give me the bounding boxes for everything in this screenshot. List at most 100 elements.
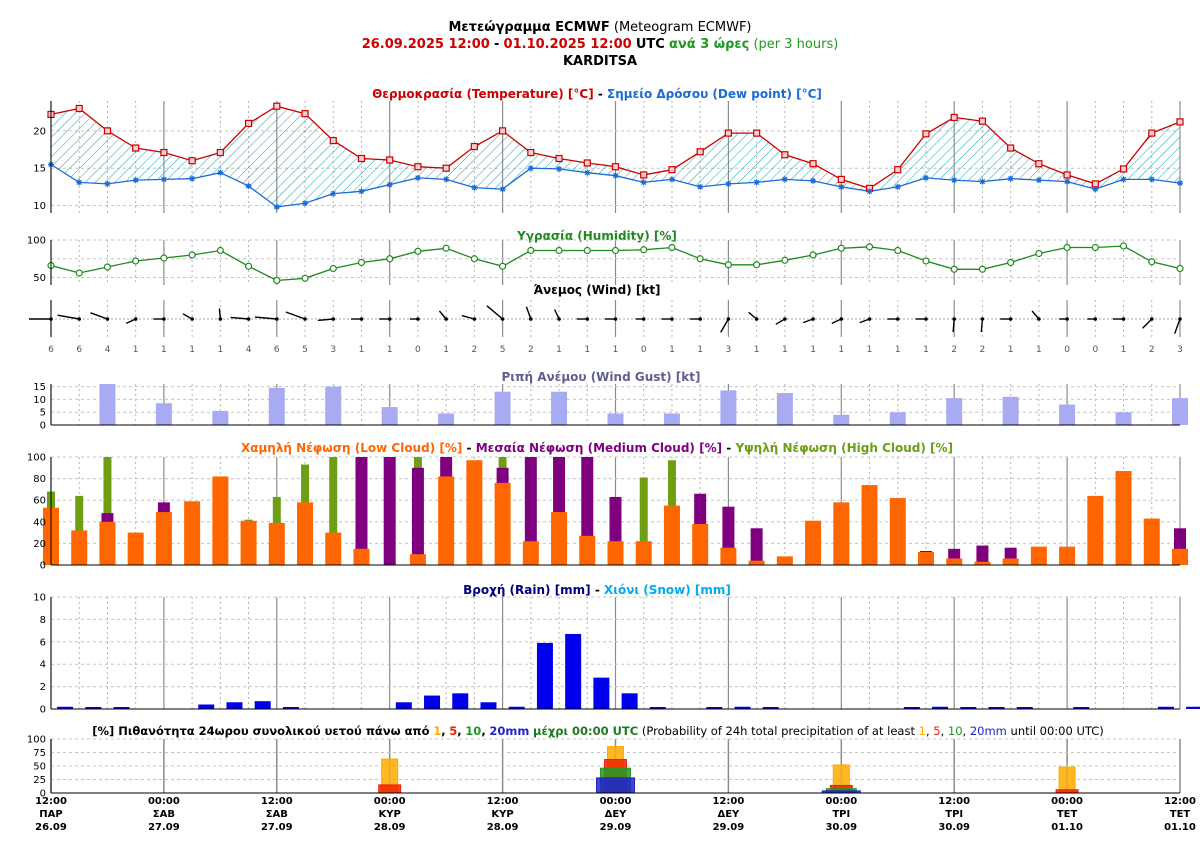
humidity-point — [301, 274, 309, 282]
dewpoint-point — [273, 204, 280, 211]
x-tick-date: 28.09 — [487, 822, 519, 833]
low-cloud-bar — [663, 505, 680, 565]
dewpoint-point — [866, 188, 873, 195]
gust-bar — [889, 412, 906, 425]
wind-speed-label: 2 — [528, 345, 534, 355]
dewpoint-point — [612, 172, 619, 179]
dewpoint-point — [781, 176, 788, 183]
x-tick-date: 01.10 — [1164, 822, 1196, 833]
rain-bar — [932, 706, 949, 709]
temperature-point — [978, 117, 987, 125]
wind-speed-label: 6 — [48, 345, 54, 355]
humidity-point — [668, 243, 676, 252]
humidity-title: Υγρασία (Humidity) [%] — [516, 229, 677, 243]
wind-speed-label: 1 — [613, 345, 619, 355]
wind-title: Άνεμος (Wind) [kt] — [533, 283, 660, 297]
rain-bar — [57, 706, 74, 709]
rain-bar — [508, 706, 525, 709]
temperature-dewpoint-band — [51, 106, 1180, 207]
temperature-point — [611, 163, 620, 171]
x-tick-date: 27.09 — [261, 822, 293, 833]
wind-speed-label: 1 — [895, 345, 901, 355]
temperature-point — [696, 148, 704, 156]
gust-bar — [833, 414, 850, 425]
dewpoint-point — [640, 179, 647, 186]
y-tick-label: 0 — [40, 561, 46, 572]
wind-speed-label: 1 — [1008, 345, 1014, 355]
humidity-point — [865, 243, 874, 251]
humidity-point — [273, 276, 281, 285]
low-cloud-bar — [155, 512, 172, 565]
wind-barb-dot — [1121, 317, 1126, 321]
x-tick-date: 27.09 — [148, 822, 180, 833]
y-tick-label: 10 — [33, 201, 46, 212]
temperature-point — [499, 127, 507, 135]
y-tick-label: 0 — [40, 789, 46, 800]
wind-barb-dot — [924, 317, 928, 321]
wind-barb-dot — [980, 317, 985, 321]
humidity-point — [611, 246, 620, 255]
low-cloud-bar — [748, 560, 765, 565]
y-tick-label: 20 — [33, 539, 46, 550]
wind-barb-dot — [133, 317, 138, 321]
y-tick-label: 80 — [33, 474, 46, 485]
rain-bar — [565, 633, 582, 709]
dewpoint-point — [527, 165, 534, 172]
wind-barb-dot — [500, 317, 505, 321]
rain-bar — [734, 706, 751, 709]
low-cloud-bar — [325, 532, 342, 565]
wind-speed-label: 6 — [76, 345, 82, 355]
wind-speed-label: 1 — [754, 345, 760, 355]
temperature-point — [244, 119, 253, 128]
wind-barb — [525, 306, 532, 320]
clouds-title: Χαμηλή Νέφωση (Low Cloud) [%] - Μεσαία Ν… — [241, 441, 953, 455]
temperature-point — [470, 142, 478, 151]
dewpoint-point — [245, 183, 252, 190]
dewpoint-point — [471, 184, 478, 191]
wind-speed-label: 1 — [1036, 345, 1042, 355]
x-tick-time: 00:00 — [374, 796, 406, 807]
x-tick-time: 00:00 — [600, 796, 632, 807]
dewpoint-point — [386, 181, 393, 188]
dewpoint-point — [584, 169, 591, 176]
x-tick-day: ΤΕΤ — [1170, 809, 1191, 820]
y-tick-label: 5 — [40, 408, 46, 419]
rain-bar — [960, 707, 977, 709]
temperature-point — [301, 110, 309, 118]
wind-barb-dot — [275, 317, 279, 321]
wind-speed-label: 6 — [274, 345, 280, 355]
wind-speed-label: 1 — [782, 345, 788, 355]
wind-barb-dot — [359, 317, 364, 321]
low-cloud-bar — [99, 521, 116, 565]
low-cloud-bar — [522, 541, 539, 565]
x-tick-time: 12:00 — [1164, 796, 1196, 807]
x-tick-day: ΚΥΡ — [491, 809, 513, 820]
dewpoint-point — [189, 175, 196, 182]
dewpoint-point — [838, 183, 845, 190]
gust-bar — [1002, 396, 1019, 425]
wind-speed-label: 0 — [415, 345, 421, 355]
low-cloud-bar — [776, 556, 793, 565]
dewpoint-point — [132, 177, 139, 184]
gust-bar — [663, 413, 680, 425]
dewpoint-point — [725, 180, 732, 187]
humidity-point — [724, 261, 733, 269]
wind-barb-dot — [1093, 317, 1098, 321]
low-cloud-bar — [946, 558, 963, 565]
temperature-point — [527, 148, 535, 157]
low-cloud-bar — [212, 476, 229, 565]
rain-bar — [282, 707, 299, 709]
probability-p20-bar — [596, 777, 635, 794]
rain-bar — [988, 707, 1005, 709]
wind-speed-label: 0 — [1092, 345, 1098, 355]
medium-cloud-bar — [524, 457, 537, 565]
x-tick-day: ΚΥΡ — [379, 809, 401, 820]
rain-bar — [113, 707, 130, 709]
temperature-point — [668, 166, 676, 174]
wind-barb — [285, 311, 306, 320]
wind-speed-label: 3 — [330, 345, 336, 355]
dewpoint-point — [668, 176, 675, 183]
x-tick-time: 00:00 — [148, 796, 180, 807]
wind-speed-label: 1 — [867, 345, 873, 355]
dewpoint-point — [217, 169, 224, 176]
